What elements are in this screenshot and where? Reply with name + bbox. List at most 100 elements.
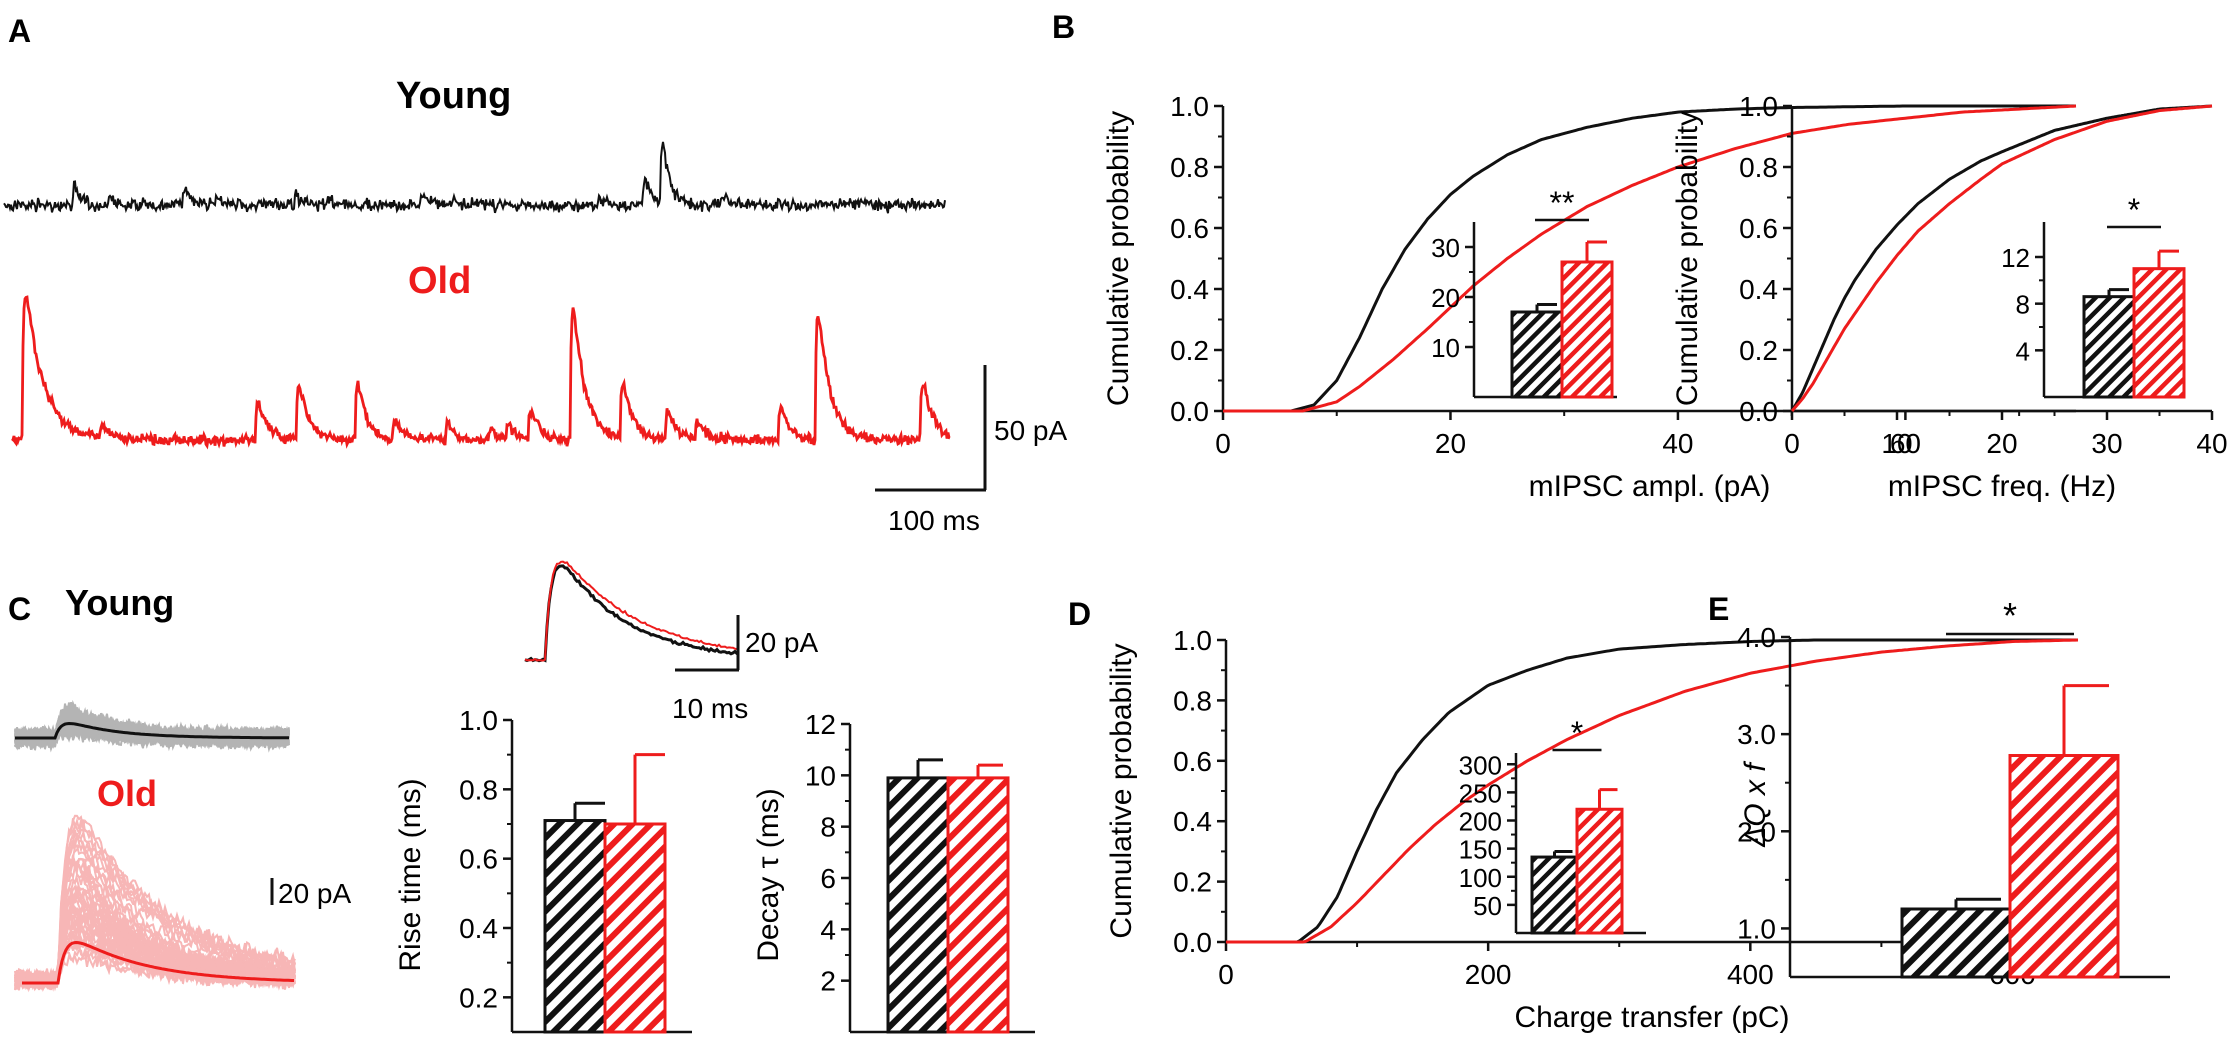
y-tick-label: 50	[1473, 891, 1502, 921]
young-average-trace	[15, 721, 289, 740]
y-axis-label: Cumulative probability	[1102, 111, 1135, 406]
x-tick-label: 40	[2196, 428, 2227, 459]
bar	[1575, 807, 1624, 935]
bar	[1530, 855, 1579, 935]
y-axis-label: Decay τ (ms)	[752, 788, 785, 962]
panel-label-b: B	[1052, 9, 1075, 45]
y-tick-label: 30	[1431, 233, 1460, 263]
old-overlay-trace	[14, 890, 296, 989]
x-tick-label: 0	[1784, 428, 1800, 459]
panel-label-a: A	[8, 13, 31, 49]
old-overlay-traces	[14, 814, 296, 993]
bar	[603, 822, 667, 1034]
significance-marker: *	[2003, 595, 2017, 636]
series-line-old	[1790, 104, 2213, 412]
y-tick-label: 1.0	[1173, 625, 1212, 656]
y-tick-label: 0.2	[1173, 867, 1212, 898]
y-tick-label: 8	[820, 812, 836, 843]
panel-label-e: E	[1708, 591, 1729, 627]
y-tick-label: 8	[2016, 290, 2030, 320]
young-label: Young	[396, 75, 511, 117]
x-tick-label: 20	[1986, 428, 2017, 459]
y-tick-label: 150	[1459, 835, 1502, 865]
y-tick-label: 0.0	[1739, 396, 1778, 427]
avg-scale-bar	[675, 615, 740, 672]
x-tick-label: 40	[1662, 428, 1693, 459]
y-tick-label: 0.4	[1739, 274, 1778, 305]
bar	[1510, 310, 1564, 399]
series-line-young	[1223, 104, 2076, 413]
y-tick-label: 3.0	[1737, 719, 1776, 750]
scale-bar	[875, 365, 987, 492]
x-tick-label: 30	[2091, 428, 2122, 459]
scale-x-label: 100 ms	[888, 505, 980, 536]
old-overlay-trace	[14, 831, 296, 989]
y-tick-label: 10	[805, 760, 836, 791]
avg-scale-x-label: 10 ms	[672, 693, 748, 724]
series-line-young	[1790, 104, 2213, 412]
y-tick-label: 12	[2001, 243, 2030, 273]
bar	[2132, 267, 2186, 399]
y-axis-label: ΔQ x f	[1739, 761, 1772, 848]
y-tick-label: 0.2	[1170, 335, 1209, 366]
panel-a: Young Old 50 pA 100 ms	[3, 75, 1067, 536]
x-tick-label: 0	[1215, 428, 1231, 459]
y-tick-label: 12	[805, 709, 836, 740]
chart-D: 0.00.20.40.60.81.00200400600Charge trans…	[1105, 625, 2079, 1034]
significance-marker: *	[2128, 192, 2140, 228]
x-tick-label: 10	[1881, 428, 1912, 459]
panel-c: Young Old 20 pA 20 pA 10 ms	[14, 560, 818, 993]
y-tick-label: 10	[1431, 333, 1460, 363]
significance-marker: **	[1550, 185, 1575, 221]
panel-label-c: C	[8, 591, 31, 627]
y-tick-label: 300	[1459, 750, 1502, 780]
bar	[886, 776, 950, 1034]
y-tick-label: 100	[1459, 863, 1502, 893]
y-tick-label: 0.6	[1170, 213, 1209, 244]
y-tick-label: 1.0	[1739, 91, 1778, 122]
old-label: Old	[408, 260, 471, 302]
y-tick-label: 0.0	[1173, 927, 1212, 958]
x-tick-label: 400	[1727, 959, 1774, 990]
y-tick-label: 0.4	[459, 913, 498, 944]
chart-C1: 0.2 0.4 0.6 0.8 1.0 Rise time (ms)	[394, 705, 692, 1034]
panel-label-d: D	[1068, 596, 1091, 632]
y-tick-label: 250	[1459, 778, 1502, 808]
y-tick-label: 1.0	[459, 705, 498, 736]
chart-B2: 0.0 0.2 0.4 0.6 0.8 1.0 0 10 20 30 40 mIPSC freq. (…	[1671, 91, 2228, 503]
y-tick-label: 0.6	[1173, 746, 1212, 777]
y-tick-label: 0.8	[1170, 152, 1209, 183]
x-axis-label: mIPSC freq. (Hz)	[1888, 470, 2116, 503]
bar	[946, 776, 1010, 1034]
old-average-trace	[22, 940, 294, 985]
y-tick-label: 4	[820, 914, 836, 945]
y-tick-label: 6	[820, 863, 836, 894]
bar	[2082, 295, 2136, 399]
y-tick-label: 0.2	[459, 982, 498, 1013]
c-old-label: Old	[97, 773, 157, 814]
chart-E: 1.0 2.0 3.0 4.0 * ΔQ x f	[1737, 595, 2170, 979]
x-tick-label: 0	[1218, 959, 1234, 990]
y-axis-label: Cumulative probability	[1671, 111, 1704, 406]
young-overlay-traces	[14, 699, 290, 753]
inset-bar-chart: 4 8 12 *	[2001, 192, 2186, 399]
scale-y-label: 50 pA	[994, 415, 1067, 446]
x-tick-label: 200	[1465, 959, 1512, 990]
bar	[2008, 754, 2120, 979]
y-axis-label: Cumulative probability	[1105, 643, 1138, 938]
c-scale-label: 20 pA	[278, 878, 351, 909]
y-tick-label: 0.0	[1170, 396, 1209, 427]
normalized-old-trace	[524, 560, 740, 662]
bar	[1560, 260, 1614, 399]
y-tick-label: 0.4	[1173, 806, 1212, 837]
y-tick-label: 0.8	[1739, 152, 1778, 183]
series-line-old	[1226, 638, 2079, 944]
x-axis-label: mIPSC ampl. (pA)	[1529, 470, 1771, 503]
x-axis-label: Charge transfer (pC)	[1514, 1001, 1789, 1034]
y-tick-label: 0.2	[1739, 335, 1778, 366]
y-tick-label: 4.0	[1737, 622, 1776, 653]
y-tick-label: 20	[1431, 283, 1460, 313]
